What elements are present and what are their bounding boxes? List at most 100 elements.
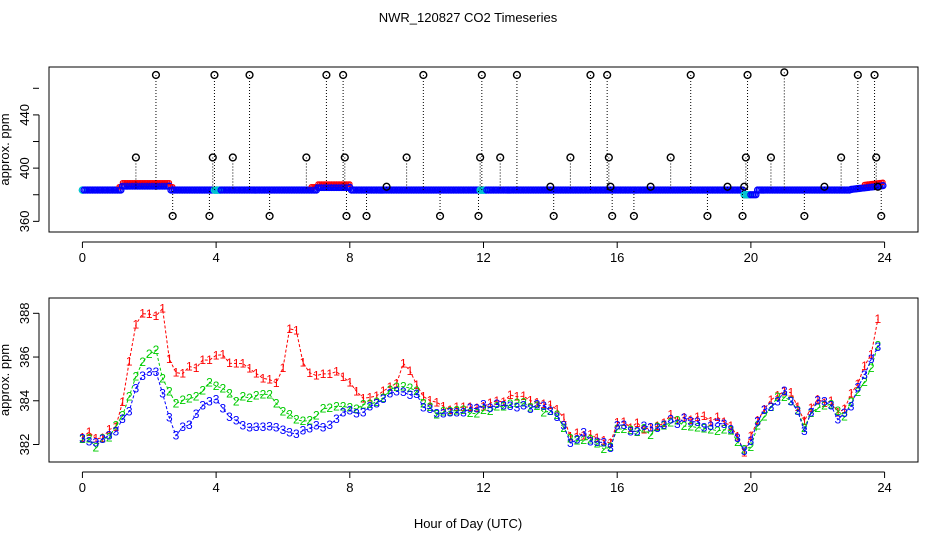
series-2-marker: 2 bbox=[340, 399, 347, 413]
outlier-point bbox=[512, 70, 522, 80]
series-1-marker: 1 bbox=[293, 323, 300, 337]
series-3-marker: 3 bbox=[266, 419, 273, 433]
series-2-marker: 2 bbox=[494, 400, 501, 414]
series-1-marker: 1 bbox=[701, 409, 708, 423]
series-3-marker: 3 bbox=[748, 434, 755, 448]
series-1-marker: 1 bbox=[473, 401, 480, 415]
series-1-marker: 1 bbox=[868, 347, 875, 361]
series-1-marker: 1 bbox=[273, 376, 280, 390]
series-3-marker: 3 bbox=[400, 385, 407, 399]
series-1-marker: 1 bbox=[219, 348, 226, 362]
series-1-marker: 1 bbox=[266, 373, 273, 387]
series-1-marker: 1 bbox=[106, 423, 113, 437]
series-2-marker: 2 bbox=[667, 416, 674, 430]
series-3-marker: 3 bbox=[440, 407, 447, 421]
series-3-marker: 3 bbox=[353, 407, 360, 421]
series-2-marker: 2 bbox=[400, 380, 407, 394]
series-2-marker: 2 bbox=[113, 419, 120, 433]
outlier-point bbox=[245, 70, 254, 80]
series-2-marker: 2 bbox=[634, 425, 641, 439]
series-1-marker: 1 bbox=[687, 413, 694, 427]
series-3-marker: 3 bbox=[674, 417, 681, 431]
series-1-marker: 1 bbox=[854, 377, 861, 391]
y-tick-label: 382 bbox=[17, 434, 32, 456]
series-2-marker: 2 bbox=[761, 409, 768, 423]
series-2-marker: 2 bbox=[433, 407, 440, 421]
series-3-marker: 3 bbox=[473, 402, 480, 416]
series-1-marker: 1 bbox=[714, 410, 721, 424]
series-2-marker: 2 bbox=[627, 423, 634, 437]
series-1-marker: 1 bbox=[179, 367, 186, 381]
series-3-marker: 3 bbox=[654, 421, 661, 435]
series-2-marker: 2 bbox=[614, 422, 621, 436]
series-2-marker: 2 bbox=[741, 442, 748, 456]
series-1-marker: 1 bbox=[286, 322, 293, 336]
outlier-point bbox=[340, 153, 349, 162]
series-3-marker: 3 bbox=[360, 405, 367, 419]
outlier-point bbox=[362, 211, 371, 221]
series-1-marker: 1 bbox=[534, 395, 541, 409]
series-1-marker: 1 bbox=[380, 384, 387, 398]
series-3-marker: 3 bbox=[373, 397, 380, 411]
series-2-marker: 2 bbox=[313, 409, 320, 423]
series-3-marker: 3 bbox=[280, 423, 287, 437]
series-3-marker: 3 bbox=[788, 394, 795, 408]
series-2-marker: 2 bbox=[139, 355, 146, 369]
series-1-marker: 1 bbox=[560, 411, 567, 425]
series-2-marker: 2 bbox=[841, 410, 848, 424]
series-2-marker: 2 bbox=[701, 421, 708, 435]
series-3-marker: 3 bbox=[768, 400, 775, 414]
series-1-marker: 1 bbox=[768, 393, 775, 407]
series-3-marker: 3 bbox=[313, 418, 320, 432]
series-3-marker: 3 bbox=[113, 425, 120, 439]
series-1-marker: 1 bbox=[861, 359, 868, 373]
x-tick-label: 4 bbox=[212, 250, 219, 265]
series-2-marker: 2 bbox=[293, 413, 300, 427]
series-1-marker: 1 bbox=[567, 430, 574, 444]
x-tick-label: 24 bbox=[877, 250, 891, 265]
series-1-marker: 1 bbox=[346, 375, 353, 389]
series-3-marker: 3 bbox=[627, 424, 634, 438]
series-1-marker: 1 bbox=[113, 420, 120, 434]
series-3-marker: 3 bbox=[614, 419, 621, 433]
series-2-marker: 2 bbox=[540, 405, 547, 419]
series-2-marker: 2 bbox=[875, 338, 882, 352]
y-tick-label: 388 bbox=[17, 302, 32, 324]
series-1-marker: 1 bbox=[360, 391, 367, 405]
outlier-point bbox=[666, 153, 675, 162]
series-2-marker: 2 bbox=[260, 387, 267, 401]
series-2-marker: 2 bbox=[707, 422, 714, 436]
x-axis-label: Hour of Day (UTC) bbox=[414, 516, 522, 531]
series-2-marker: 2 bbox=[326, 401, 333, 415]
series-2-marker: 2 bbox=[721, 423, 728, 437]
series-1-marker: 1 bbox=[433, 395, 440, 409]
series-3-marker: 3 bbox=[801, 424, 808, 438]
series-3-marker: 3 bbox=[166, 411, 173, 425]
series-2-marker: 2 bbox=[92, 440, 99, 454]
series-1-marker: 1 bbox=[808, 401, 815, 415]
series-1-marker: 1 bbox=[146, 307, 153, 321]
series-3-marker: 3 bbox=[520, 398, 527, 412]
series-3-marker: 3 bbox=[340, 405, 347, 419]
series-1-marker: 1 bbox=[79, 430, 86, 444]
series-2-marker: 2 bbox=[153, 343, 160, 357]
series-3-marker: 3 bbox=[594, 435, 601, 449]
series-3-marker: 3 bbox=[734, 431, 741, 445]
series-2-marker: 2 bbox=[286, 407, 293, 421]
series-3-line bbox=[82, 346, 879, 453]
series-2-marker: 2 bbox=[734, 435, 741, 449]
series-3-marker: 3 bbox=[153, 365, 160, 379]
series-2-marker: 2 bbox=[801, 421, 808, 435]
series-3-marker: 3 bbox=[574, 432, 581, 446]
series-3-marker: 3 bbox=[701, 421, 708, 435]
series-2-marker: 2 bbox=[480, 403, 487, 417]
series-1-marker: 1 bbox=[727, 419, 734, 433]
series-2-marker: 2 bbox=[447, 404, 454, 418]
outlier-point bbox=[339, 70, 348, 80]
series-2-marker: 2 bbox=[567, 431, 574, 445]
series-1-marker: 1 bbox=[440, 399, 447, 413]
series-3-marker: 3 bbox=[320, 420, 327, 434]
series-1-marker: 1 bbox=[828, 394, 835, 408]
series-2-marker: 2 bbox=[133, 369, 140, 383]
